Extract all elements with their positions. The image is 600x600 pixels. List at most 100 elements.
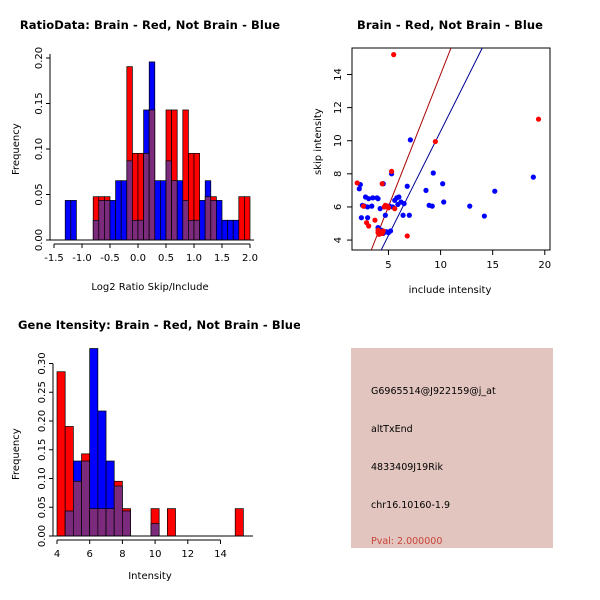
info-panel: G6965514@J922159@j_at altTxEnd 4833409J1… xyxy=(300,300,600,600)
histogram-bar-overlap xyxy=(188,219,195,241)
gene-histogram-title: Gene Itensity: Brain - Red, Not Brain - … xyxy=(18,318,300,332)
scatter-point xyxy=(440,181,446,187)
scatter-point xyxy=(404,183,410,189)
scatter-point xyxy=(356,186,362,192)
scatter-x-axis-label: include intensity xyxy=(408,285,492,296)
y-tick-label: 10 xyxy=(333,134,344,147)
y-tick-label: 8 xyxy=(333,171,344,177)
y-tick-label: 0.20 xyxy=(34,47,45,69)
histogram-bar xyxy=(89,348,99,537)
scatter-point xyxy=(370,195,376,201)
histogram-bar-overlap xyxy=(182,200,189,241)
scatter-point xyxy=(387,228,394,234)
histogram-bar xyxy=(176,180,184,241)
histogram-bar-overlap xyxy=(150,523,160,537)
histogram-bar xyxy=(56,371,66,537)
gene-symbol-text: 4833409J19Rik xyxy=(371,462,443,473)
histogram-bar xyxy=(115,180,122,241)
scatter-point xyxy=(382,202,388,208)
event-type-text: altTxEnd xyxy=(371,424,413,435)
histogram-bar-overlap xyxy=(98,200,105,241)
ratio-histogram-canvas: 0.00 0.05 0.10 0.15 0.20 -1.5 -1.0 -0.5 0.0 0.5 1.… xyxy=(34,47,258,264)
scatter-point xyxy=(401,201,407,207)
x-tick-label: 4 xyxy=(54,549,60,560)
y-tick-label: 0.30 xyxy=(37,352,48,374)
histogram-bar-overlap xyxy=(92,219,100,241)
histogram-bar xyxy=(227,219,234,241)
scatter-y-axis-label: skip intensity xyxy=(313,108,324,175)
scatter-point xyxy=(430,170,436,176)
scatter-point xyxy=(380,228,386,234)
y-tick-label: 0.00 xyxy=(37,525,48,547)
y-tick-label: 0.10 xyxy=(34,138,45,160)
scatter-point xyxy=(354,180,360,186)
x-tick-label: 14 xyxy=(214,549,227,560)
x-tick-label: 6 xyxy=(87,549,93,560)
histogram-bar-overlap xyxy=(137,219,144,241)
x-tick-label: -1.5 xyxy=(44,253,64,264)
probe-id-text: G6965514@J922159@j_at xyxy=(371,386,496,397)
scatter-point xyxy=(492,188,498,194)
gene-histogram-canvas: 0.00 0.05 0.10 0.15 0.20 0.25 0.30 4 6 8 10 12 14 xyxy=(37,348,253,560)
histogram-bar xyxy=(244,196,251,241)
ratio-histogram-panel: RatioData: Brain - Red, Not Brain - Blue… xyxy=(0,0,300,300)
histogram-bar xyxy=(238,196,245,241)
scatter-point xyxy=(441,199,447,205)
scatter-point xyxy=(369,203,375,209)
scatter-point xyxy=(423,187,429,193)
histogram-bar xyxy=(109,200,116,241)
ratio-histogram-title: RatioData: Brain - Red, Not Brain - Blue xyxy=(19,18,281,32)
histogram-bar xyxy=(166,508,176,537)
scatter-point xyxy=(377,206,383,212)
histogram-bar xyxy=(234,508,244,537)
histogram-bar-overlap xyxy=(171,180,178,241)
histogram-bar xyxy=(232,219,240,241)
y-tick-label: 0.20 xyxy=(37,410,48,432)
scatter-point xyxy=(530,174,536,180)
x-tick-label: 1.0 xyxy=(186,253,202,264)
histogram-bar-overlap xyxy=(64,510,74,537)
histogram-bar-overlap xyxy=(72,480,82,537)
regression-line xyxy=(380,48,483,250)
scatter-canvas: 4 6 8 10 12 14 5 10 15 20 xyxy=(333,47,551,271)
y-tick-label: 0.25 xyxy=(37,381,48,403)
y-tick-label: 14 xyxy=(333,68,344,81)
histogram-bar-overlap xyxy=(143,153,150,241)
histogram-bar-overlap xyxy=(105,508,115,537)
histogram-bar xyxy=(154,180,161,241)
y-tick-label: 0.15 xyxy=(34,92,45,114)
histogram-bar xyxy=(221,219,228,241)
scatter-point xyxy=(400,212,406,218)
x-tick-label: 0.0 xyxy=(130,253,146,264)
scatter-point xyxy=(394,195,400,201)
histogram-bar-overlap xyxy=(204,196,212,241)
histogram-bar-overlap xyxy=(81,460,91,537)
scatter-point xyxy=(391,52,397,58)
histogram-bar xyxy=(120,180,128,241)
scatter-point xyxy=(407,137,413,143)
x-tick-label: 8 xyxy=(119,549,125,560)
probe-info-box: G6965514@J922159@j_at altTxEnd 4833409J1… xyxy=(351,348,553,548)
y-tick-label: 0.10 xyxy=(37,467,48,489)
histogram-bar-overlap xyxy=(126,160,133,241)
scatter-point xyxy=(467,203,473,209)
histogram-bar-overlap xyxy=(113,485,123,537)
scatter-point xyxy=(432,138,438,145)
scatter-point xyxy=(365,215,371,221)
histogram-bar-overlap xyxy=(97,508,107,537)
histogram-bar-overlap xyxy=(210,200,217,241)
x-tick-label: -1.0 xyxy=(72,253,92,264)
scatter-point xyxy=(535,116,542,122)
x-tick-label: 2.0 xyxy=(242,253,258,264)
histogram-bar xyxy=(216,200,223,241)
scatter-point xyxy=(481,213,487,219)
x-tick-label: 10 xyxy=(149,549,162,560)
x-tick-label: -0.5 xyxy=(100,253,120,264)
histogram-bar-overlap xyxy=(132,219,139,241)
plot-box xyxy=(351,47,551,251)
regression-line xyxy=(370,48,452,250)
x-tick-label: 12 xyxy=(181,549,194,560)
scatter-panel: Brain - Red, Not Brain - Blue 4 6 8 10 12 14 5… xyxy=(300,0,600,300)
histogram-bar-overlap xyxy=(122,510,131,537)
histogram-bar xyxy=(199,200,206,241)
